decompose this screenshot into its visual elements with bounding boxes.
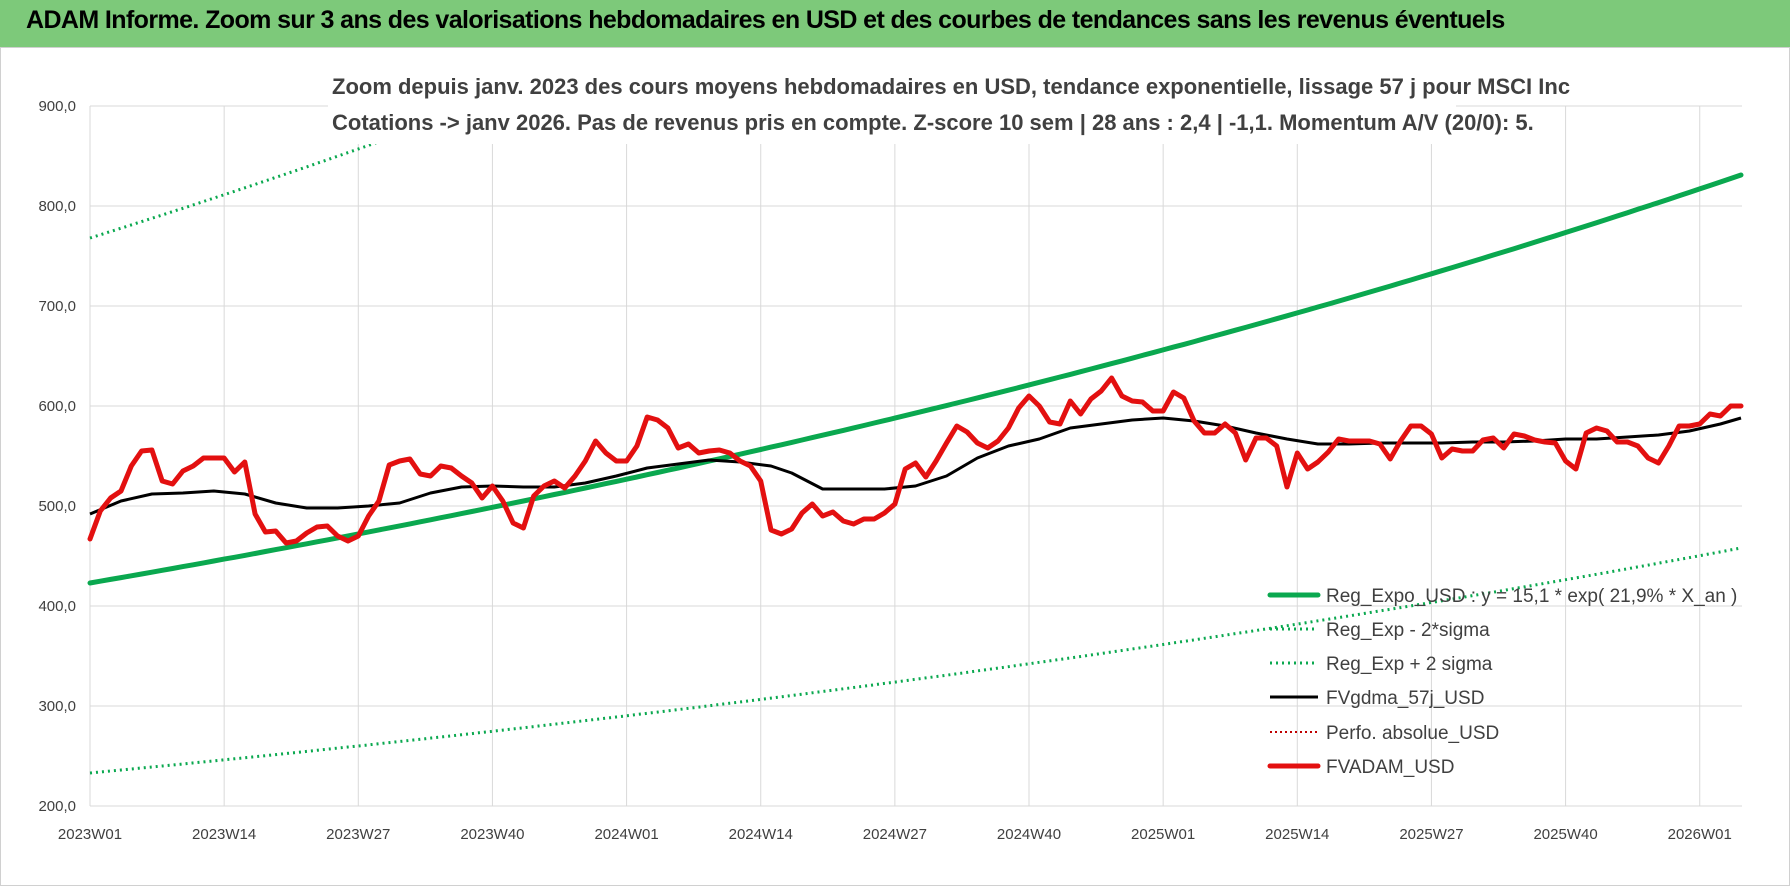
legend-label-2: Reg_Exp + 2 sigma bbox=[1326, 654, 1493, 675]
y-tick-label: 200,0 bbox=[38, 798, 76, 815]
legend-label-1: Reg_Exp - 2*sigma bbox=[1326, 620, 1490, 641]
subtitle-line-1: Zoom depuis janv. 2023 des cours moyens … bbox=[332, 74, 1570, 99]
legend-label-5: FVADAM_USD bbox=[1326, 757, 1454, 778]
series-line-0 bbox=[87, 172, 1744, 586]
x-tick-label: 2023W14 bbox=[192, 826, 256, 843]
series-line-5 bbox=[87, 375, 1744, 546]
series-clipped-group bbox=[87, 102, 1744, 775]
legend-label-3: FVgdma_57j_USD bbox=[1326, 688, 1484, 709]
series-line-2 bbox=[89, 102, 494, 240]
x-tick-label: 2024W27 bbox=[863, 826, 927, 843]
y-tick-label: 500,0 bbox=[38, 498, 76, 515]
legend-label-0: Reg_Expo_USD : y = 15,1 * exp( 21,9% * X… bbox=[1326, 586, 1737, 607]
series-line-1 bbox=[89, 546, 1742, 775]
x-tick-label: 2025W14 bbox=[1265, 826, 1329, 843]
y-axis-ticks: 200,0 300,0 400,0 500,0 600,0 700,0 800,0 900,0 bbox=[38, 98, 76, 815]
x-tick-label: 2026W01 bbox=[1668, 826, 1732, 843]
x-tick-label: 2023W40 bbox=[460, 826, 524, 843]
y-tick-label: 800,0 bbox=[38, 198, 76, 215]
x-tick-label: 2025W01 bbox=[1131, 826, 1195, 843]
legend-label-4: Perfo. absolue_USD bbox=[1326, 723, 1499, 744]
x-tick-label: 2025W40 bbox=[1533, 826, 1597, 843]
y-tick-label: 600,0 bbox=[38, 398, 76, 415]
y-tick-label: 400,0 bbox=[38, 598, 76, 615]
subtitle-background bbox=[328, 70, 1456, 144]
series-line-3 bbox=[89, 416, 1742, 516]
x-tick-label: 2024W14 bbox=[729, 826, 793, 843]
y-tick-label: 700,0 bbox=[38, 298, 76, 315]
page-title: ADAM Informe. Zoom sur 3 ans des valoris… bbox=[26, 6, 1505, 34]
x-tick-label: 2024W01 bbox=[594, 826, 658, 843]
y-tick-label: 300,0 bbox=[38, 698, 76, 715]
x-tick-label: 2024W40 bbox=[997, 826, 1061, 843]
y-tick-label: 900,0 bbox=[38, 98, 76, 115]
x-tick-label: 2023W27 bbox=[326, 826, 390, 843]
chart-legend: Reg_Expo_USD : y = 15,1 * exp( 21,9% * X… bbox=[1267, 586, 1737, 778]
x-tick-label: 2025W27 bbox=[1399, 826, 1463, 843]
chart-subtitle: Zoom depuis janv. 2023 des cours moyens … bbox=[328, 70, 1570, 144]
subtitle-line-2: Cotations -> janv 2026. Pas de revenus p… bbox=[332, 110, 1534, 135]
header-bar: ADAM Informe. Zoom sur 3 ans des valoris… bbox=[0, 0, 1790, 48]
grid-lines bbox=[89, 105, 1742, 807]
x-axis-ticks: 2023W01 2023W14 2023W27 2023W40 2024W01 2024W… bbox=[58, 826, 1732, 843]
x-tick-label: 2023W01 bbox=[58, 826, 122, 843]
series-layer bbox=[87, 102, 1744, 775]
